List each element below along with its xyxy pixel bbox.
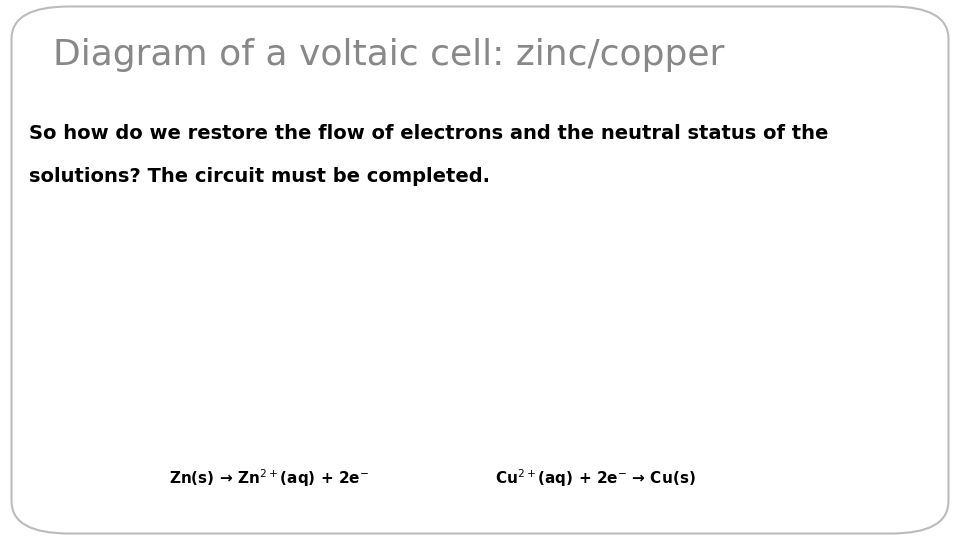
FancyBboxPatch shape [12,6,948,534]
Text: So how do we restore the flow of electrons and the neutral status of the: So how do we restore the flow of electro… [29,124,828,143]
Text: Zn(s) → Zn$^{2+}$(aq) + 2e$^{-}$: Zn(s) → Zn$^{2+}$(aq) + 2e$^{-}$ [169,467,369,489]
Text: Diagram of a voltaic cell: zinc/copper: Diagram of a voltaic cell: zinc/copper [53,38,724,72]
Text: Cu$^{2+}$(aq) + 2e$^{-}$ → Cu(s): Cu$^{2+}$(aq) + 2e$^{-}$ → Cu(s) [494,467,696,489]
Text: solutions? The circuit must be completed.: solutions? The circuit must be completed… [29,167,490,186]
